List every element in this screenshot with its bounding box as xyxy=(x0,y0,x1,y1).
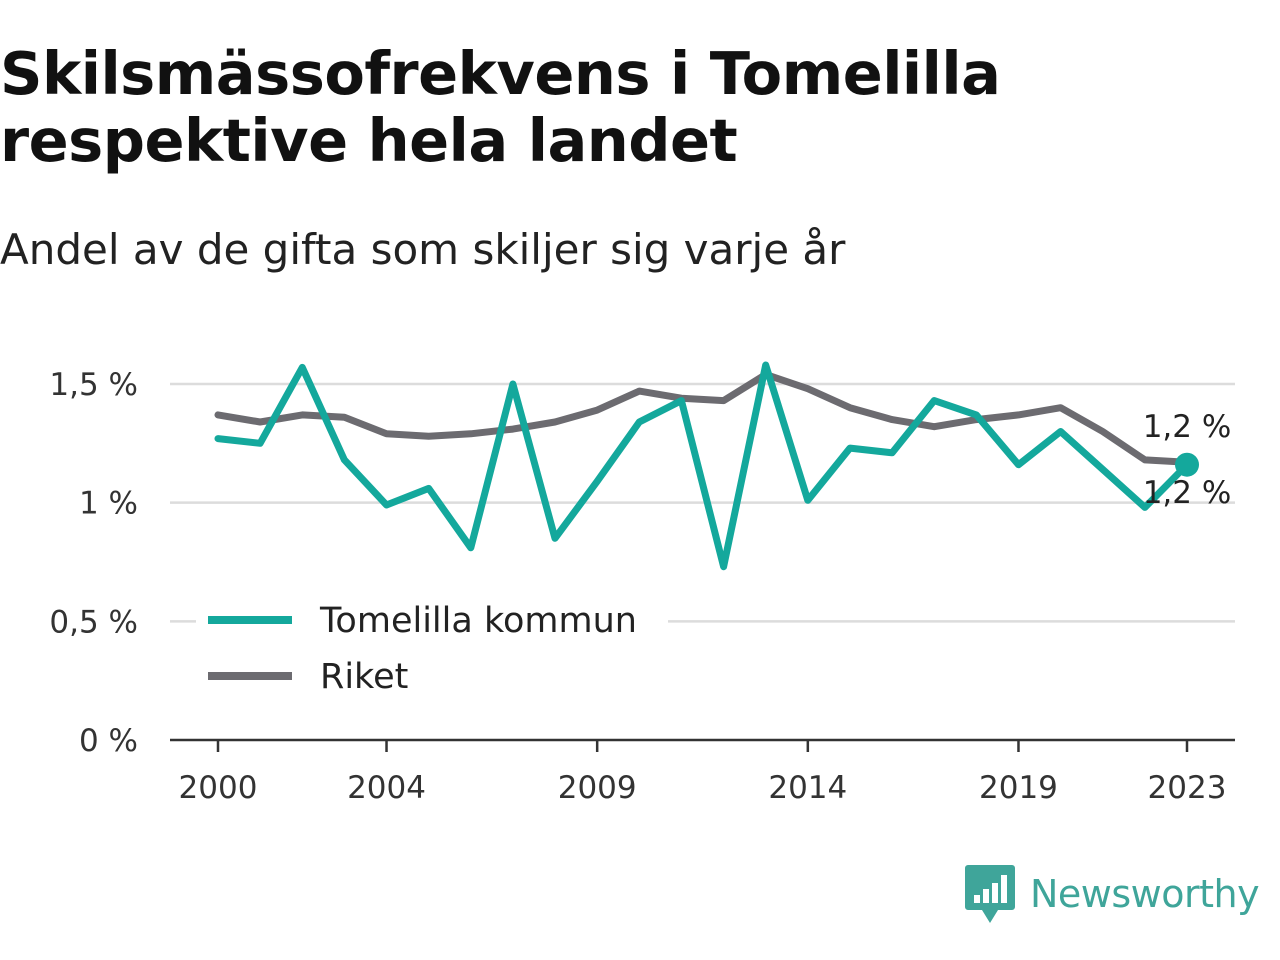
y-tick-label: 0,5 % xyxy=(49,604,138,640)
end-value-label: 1,2 % xyxy=(1143,409,1232,445)
end-point-marker xyxy=(1175,452,1199,477)
x-tick-label: 2000 xyxy=(179,770,258,806)
end-labels: 1,2 % 1,2 % xyxy=(1143,409,1232,511)
x-tick-label: 2023 xyxy=(1148,770,1227,806)
x-tick-label: 2014 xyxy=(768,770,847,806)
bar-chart-speech-bubble-icon xyxy=(965,865,1015,923)
legend-background xyxy=(196,588,668,708)
brand-name: Newsworthy xyxy=(1030,872,1260,916)
chart-title: Skilsmässofrekvens i Tomelilla respektiv… xyxy=(0,39,1001,175)
y-tick-label: 1,5 % xyxy=(49,367,138,403)
axes: 0 % 0,5 % 1 % 1,5 % 2000 2004 2009 2014 2019 2023 xyxy=(49,367,1235,806)
newsworthy-logo: Newsworthy xyxy=(964,862,1260,926)
legend-label: Tomelilla kommun xyxy=(319,601,637,641)
series-line-riket xyxy=(214,371,1191,466)
x-tick-label: 2019 xyxy=(979,770,1058,806)
chart-subtitle: Andel av de gifta som skiljer sig varje … xyxy=(0,225,846,274)
y-tick-label: 0 % xyxy=(79,723,138,759)
series-lines xyxy=(214,361,1199,571)
y-tick-label: 1 % xyxy=(79,486,138,522)
end-value-label: 1,2 % xyxy=(1143,475,1232,511)
x-tick-label: 2004 xyxy=(347,770,426,806)
series-line-tomelilla xyxy=(214,361,1191,571)
legend-label: Riket xyxy=(320,657,408,697)
legend: Tomelilla kommun Riket xyxy=(196,588,668,708)
x-tick-label: 2009 xyxy=(558,770,637,806)
